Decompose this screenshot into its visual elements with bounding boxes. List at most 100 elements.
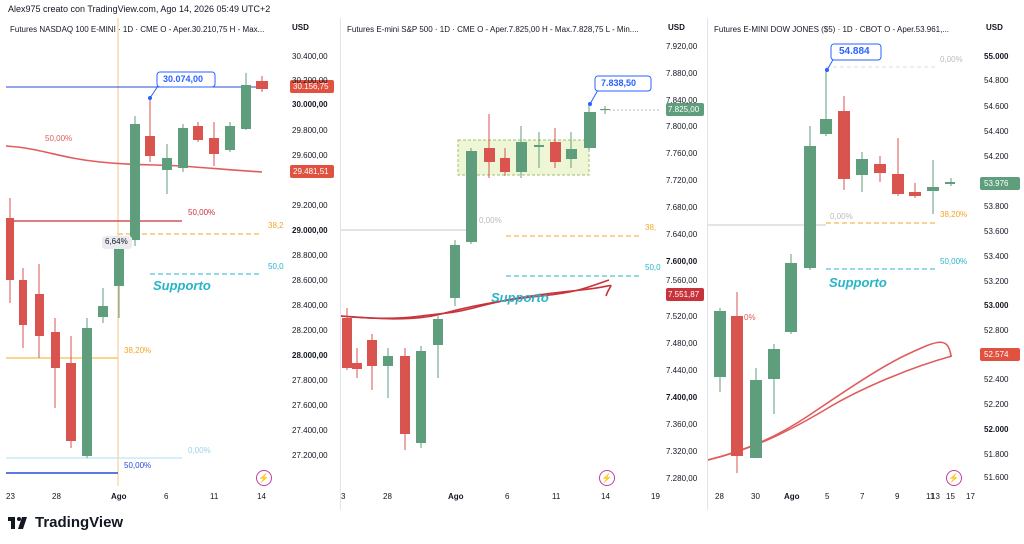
xtick: 14 — [257, 492, 266, 501]
sp500-plot[interactable] — [341, 18, 707, 510]
currency-label: USD — [292, 23, 309, 32]
fib-label-0: 0,00% — [188, 446, 211, 455]
xtick: 11 — [210, 492, 219, 501]
ytick: 7.920,00 — [666, 42, 698, 51]
chart-title: Futures E-mini S&P 500 · 1D · CME O - Ap… — [347, 25, 639, 34]
xtick: Ago — [448, 492, 464, 501]
lightning-icon[interactable]: ⚡ — [256, 470, 272, 486]
lightning-icon[interactable]: ⚡ — [946, 470, 962, 486]
tradingview-logo-icon — [8, 516, 27, 529]
ytick: 52.000 — [984, 425, 1009, 434]
xtick: 28 — [383, 492, 392, 501]
ytick: 53.200 — [984, 277, 1009, 286]
xtick: 14 — [601, 492, 610, 501]
chart-title: Futures NASDAQ 100 E-MINI · 1D · CME O -… — [10, 25, 265, 34]
fib-label-0: 0,00% — [479, 216, 502, 225]
price-tag: 30.156,75 — [293, 82, 329, 91]
ytick: 51.600 — [984, 473, 1009, 482]
xtick: 7 — [860, 492, 865, 501]
ytick: 7.600,00 — [666, 257, 698, 266]
fib-label-500: 50,0 — [645, 263, 661, 272]
ytick: 29.800,00 — [292, 126, 328, 135]
divider — [340, 18, 341, 510]
ytick: 51.800 — [984, 450, 1009, 459]
logo-text: TradingView — [35, 514, 124, 531]
ytick: 53.000 — [984, 301, 1009, 310]
currency-label: USD — [986, 23, 1003, 32]
ytick: 29.200,00 — [292, 201, 328, 210]
ytick: 7.400,00 — [666, 393, 698, 402]
fib-label-0: 0,00% — [830, 212, 853, 221]
ytick: 55.000 — [984, 52, 1009, 61]
callout-label: 7.838,50 — [601, 78, 637, 88]
ytick: 28.200,00 — [292, 326, 328, 335]
xtick: Ago — [784, 492, 800, 501]
ytick: 52.800 — [984, 326, 1009, 335]
ytick: 7.320,00 — [666, 447, 698, 456]
xtick: 6 — [164, 492, 169, 501]
price-tag: 53.976 — [984, 179, 1009, 188]
ytick: 54.600 — [984, 102, 1009, 111]
fib-label-0-low: 0% — [744, 313, 756, 322]
lightning-icon[interactable]: ⚡ — [599, 470, 615, 486]
ytick: 28.800,00 — [292, 251, 328, 260]
ytick: 7.880,00 — [666, 69, 698, 78]
ytick: 53.800 — [984, 202, 1009, 211]
ytick: 7.520,00 — [666, 312, 698, 321]
fib-label-50-a: 50,00% — [45, 134, 73, 143]
ytick: 7.280,00 — [666, 474, 698, 483]
xtick: 3 — [341, 492, 346, 501]
ytick: 27.400,00 — [292, 426, 328, 435]
currency-label: USD — [668, 23, 685, 32]
xtick: 6 — [505, 492, 510, 501]
ytick: 52.400 — [984, 375, 1009, 384]
dow-plot[interactable] — [708, 18, 1024, 510]
fib-label-382: 38,2 — [268, 221, 284, 230]
xtick: 11 — [926, 492, 935, 501]
xtick: 19 — [651, 492, 660, 501]
chart-dow[interactable]: Futures E-MINI DOW JONES ($5) · 1D · CBO… — [708, 18, 1024, 510]
ytick: 29.600,00 — [292, 151, 328, 160]
price-tag: 7.551,87 — [668, 290, 700, 299]
ytick: 7.760,00 — [666, 149, 698, 158]
callout-label: 30.074,00 — [163, 74, 204, 84]
xtick: 28 — [715, 492, 724, 501]
ytick: 53.600 — [984, 227, 1009, 236]
chart-title: Futures E-MINI DOW JONES ($5) · 1D · CBO… — [714, 25, 950, 34]
xtick: 15 — [946, 492, 955, 501]
xtick: 28 — [52, 492, 61, 501]
ytick: 7.720,00 — [666, 176, 698, 185]
chart-sp500[interactable]: Futures E-mini S&P 500 · 1D · CME O - Ap… — [341, 18, 707, 510]
tradingview-logo[interactable]: TradingView — [8, 514, 123, 531]
ytick: 52.200 — [984, 400, 1009, 409]
fib-label-50-low: 50,00% — [124, 461, 152, 470]
ytick: 7.840,00 — [666, 96, 698, 105]
ytick: 27.800,00 — [292, 376, 328, 385]
support-label: Supporto — [153, 278, 211, 293]
support-label: Supporto — [829, 275, 887, 290]
support-label: Supporto — [491, 290, 549, 305]
ytick: 7.440,00 — [666, 366, 698, 375]
author-line: Alex975 creato con TradingView.com, Ago … — [8, 4, 271, 14]
xtick: 17 — [966, 492, 975, 501]
xtick: 13 — [931, 492, 940, 501]
fib-label-50-b: 50,00% — [188, 208, 216, 217]
fib-label-382-low: 38,20% — [124, 346, 152, 355]
nasdaq-plot[interactable] — [0, 18, 340, 510]
callout-label: 54.884 — [839, 46, 870, 57]
price-tag: 7.825,00 — [668, 105, 700, 114]
ytick: 27.600,00 — [292, 401, 328, 410]
ytick: 27.200,00 — [292, 451, 328, 460]
xtick: 23 — [6, 492, 15, 501]
ytick: 30.200,00 — [292, 76, 328, 85]
ytick: 7.640,00 — [666, 230, 698, 239]
ytick: 29.000,00 — [292, 226, 328, 235]
chart-nasdaq[interactable]: Futures NASDAQ 100 E-MINI · 1D · CME O -… — [0, 18, 340, 510]
xtick: 30 — [751, 492, 760, 501]
ytick: 7.480,00 — [666, 339, 698, 348]
pct-label: 6,64% — [105, 237, 128, 246]
divider — [707, 18, 708, 510]
price-tag: 29.481,51 — [293, 167, 329, 176]
ytick: 7.360,00 — [666, 420, 698, 429]
ytick: 30.400,00 — [292, 52, 328, 61]
